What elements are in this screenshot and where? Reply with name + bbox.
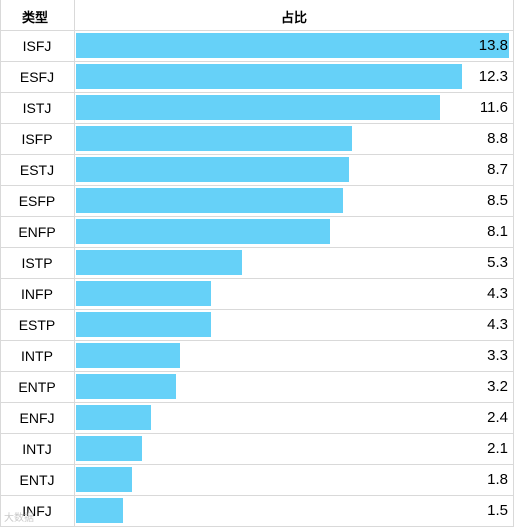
table-row: INTJ 2.1 [0,434,514,465]
table-row: ESTP 4.3 [0,310,514,341]
value-label: 3.2 [487,378,508,395]
type-label: ESTJ [19,162,55,178]
table-row: ENTJ 1.8 [0,465,514,496]
bar [76,405,151,430]
table-row: ESFP 8.5 [0,186,514,217]
type-label: ISFJ [22,38,52,54]
row-divider [0,61,514,62]
row-divider [0,154,514,155]
row-divider [0,309,514,310]
row-divider [0,464,514,465]
type-label: ENTP [18,379,56,395]
table-row: ISTJ 11.6 [0,93,514,124]
table-row: ENTP 3.2 [0,372,514,403]
row-divider [0,340,514,341]
type-label: ISTJ [22,100,52,116]
bar [76,157,349,182]
type-label: INTP [21,348,53,364]
row-divider [0,433,514,434]
value-label: 8.5 [487,192,508,209]
bar [76,95,440,120]
row-divider [0,92,514,93]
value-label: 4.3 [487,285,508,302]
type-label: INTJ [22,441,52,457]
type-label: INFP [21,286,53,302]
row-divider [0,402,514,403]
bar [76,467,132,492]
value-label: 11.6 [479,99,508,116]
table-row: ESTJ 8.7 [0,155,514,186]
type-label: ENFJ [19,410,55,426]
bar [76,250,242,275]
value-label: 1.8 [487,471,508,488]
row-divider [0,278,514,279]
header-type: 类型 [22,10,49,25]
bar [76,281,211,306]
type-label: ESFJ [19,69,55,85]
row-divider [0,371,514,372]
type-label: ENTJ [19,472,55,488]
value-label: 4.3 [487,316,508,333]
type-label: ENFP [18,224,56,240]
value-label: 2.1 [487,440,508,457]
table-row: ISFP 8.8 [0,124,514,155]
table-row: ENFP 8.1 [0,217,514,248]
header-value: 占比 [281,10,308,25]
type-label: ESTP [18,317,56,333]
type-label: ISFP [21,131,53,147]
bar [76,343,180,368]
table-row: INTP 3.3 [0,341,514,372]
bar [76,436,142,461]
bar [76,64,462,89]
row-divider [0,123,514,124]
value-label: 8.8 [487,130,508,147]
table-row: ISFJ 13.8 [0,31,514,62]
type-label: INFJ [22,503,52,519]
bar [76,126,352,151]
value-label: 3.3 [487,347,508,364]
row-divider [0,185,514,186]
value-label: 2.4 [487,409,508,426]
bar [76,33,509,58]
bar [76,312,211,337]
watermark: 大数据 [4,513,34,524]
type-label: ISTP [21,255,53,271]
value-label: 12.3 [478,68,508,85]
table-row: INFP 4.3 [0,279,514,310]
bar [76,188,343,213]
bar [76,498,123,523]
value-label: 8.1 [487,223,508,240]
bar [76,219,330,244]
value-label: 13.8 [478,37,508,54]
type-label: ESFP [18,193,56,209]
row-divider [0,216,514,217]
row-divider [0,247,514,248]
value-label: 5.3 [487,254,508,271]
value-label: 1.5 [487,502,508,519]
table-row: ISTP 5.3 [0,248,514,279]
column-divider [0,0,1,527]
table-row: INFJ 1.5 [0,496,514,527]
column-divider [74,0,75,527]
table-row: ENFJ 2.4 [0,403,514,434]
bar [76,374,176,399]
row-divider [0,495,514,496]
value-label: 8.7 [487,161,508,178]
row-divider [0,30,514,31]
table-row: ESFJ 12.3 [0,62,514,93]
